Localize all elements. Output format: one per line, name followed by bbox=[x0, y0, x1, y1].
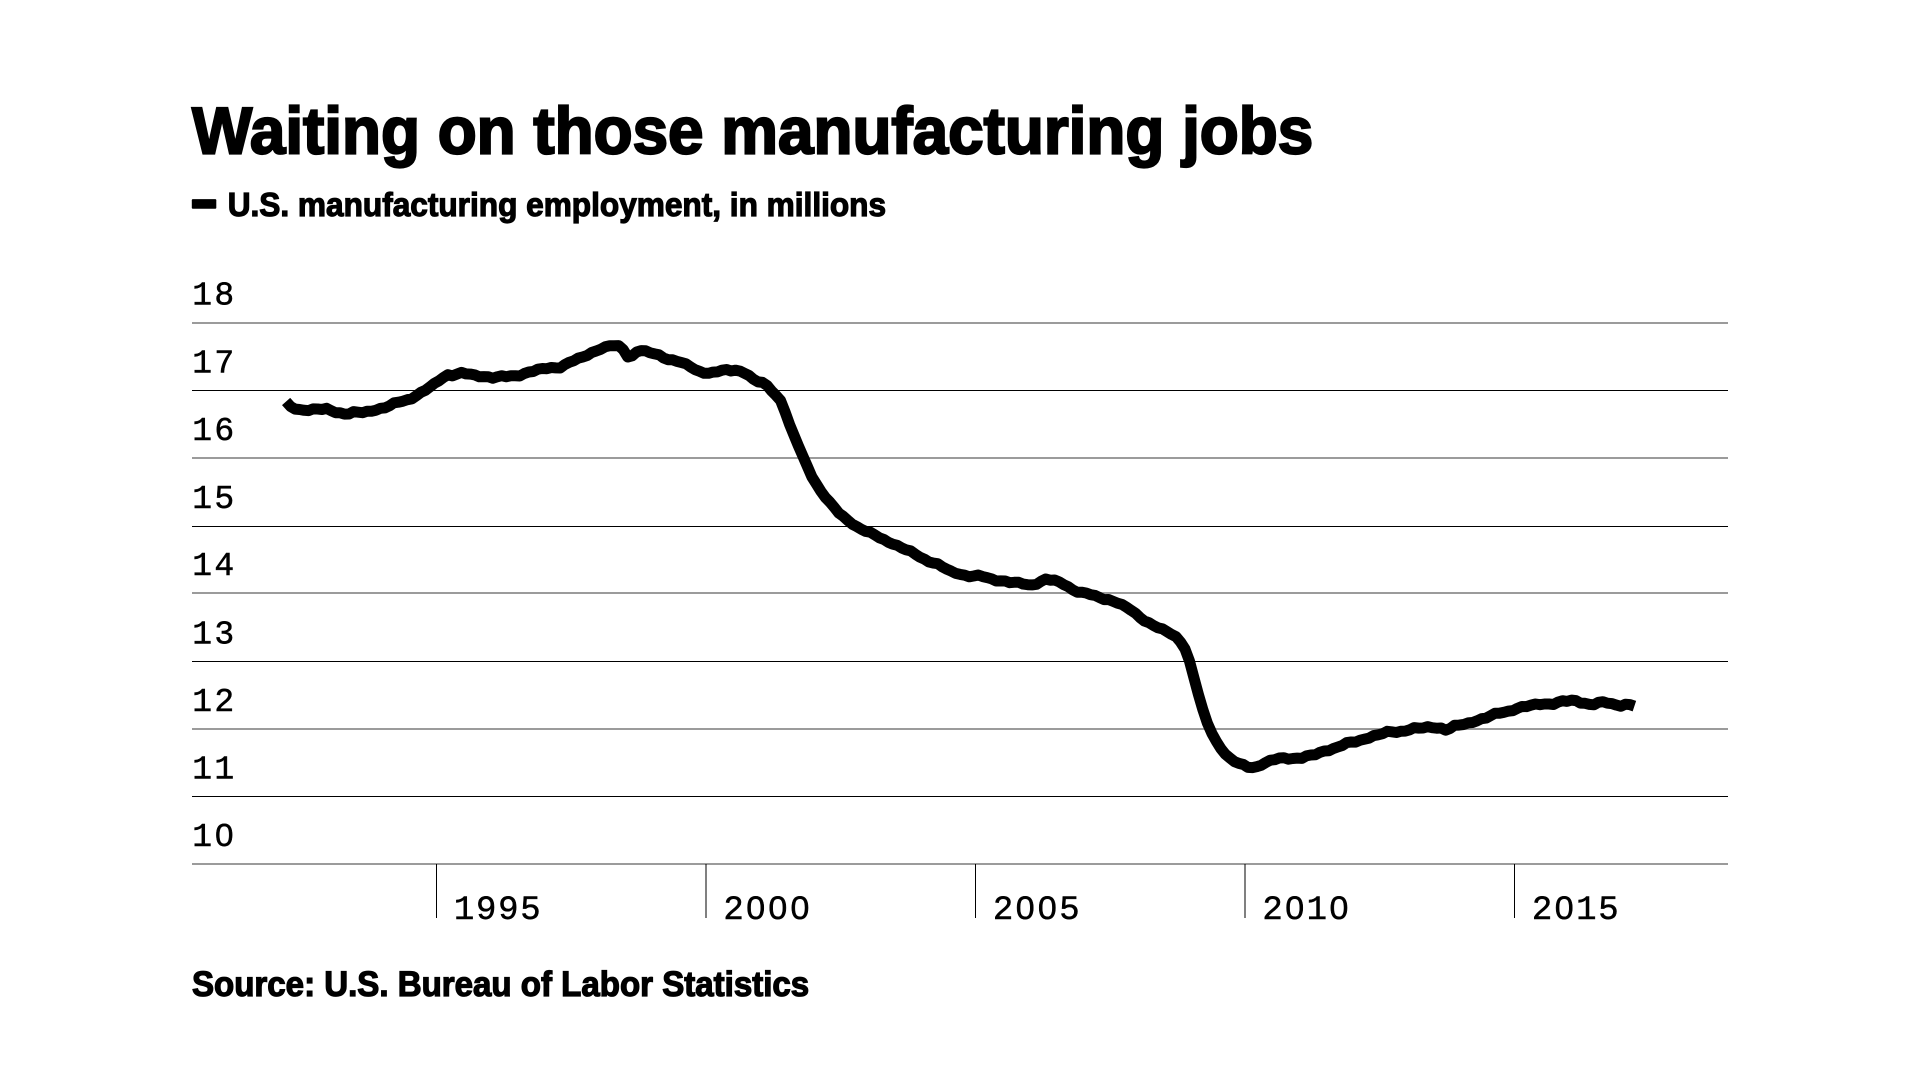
svg-text:13: 13 bbox=[192, 617, 236, 654]
svg-text:2000: 2000 bbox=[723, 892, 811, 930]
svg-text:14: 14 bbox=[192, 548, 236, 585]
svg-text:2010: 2010 bbox=[1262, 892, 1350, 930]
svg-text:2005: 2005 bbox=[993, 892, 1081, 930]
svg-text:17: 17 bbox=[192, 346, 236, 383]
svg-text:1995: 1995 bbox=[454, 892, 542, 930]
svg-text:Source: U.S. Bureau of Labor S: Source: U.S. Bureau of Labor Statistics bbox=[192, 965, 809, 1004]
svg-text:11: 11 bbox=[192, 752, 236, 789]
svg-text:Waiting on those manufacturing: Waiting on those manufacturing jobs bbox=[192, 94, 1313, 168]
svg-text:16: 16 bbox=[192, 413, 236, 450]
svg-text:10: 10 bbox=[192, 819, 236, 856]
svg-text:2015: 2015 bbox=[1532, 892, 1620, 930]
svg-text:15: 15 bbox=[192, 481, 236, 518]
svg-text:18: 18 bbox=[192, 278, 236, 315]
svg-text:12: 12 bbox=[192, 684, 236, 721]
svg-text:U.S. manufacturing employment,: U.S. manufacturing employment, in millio… bbox=[228, 187, 886, 224]
